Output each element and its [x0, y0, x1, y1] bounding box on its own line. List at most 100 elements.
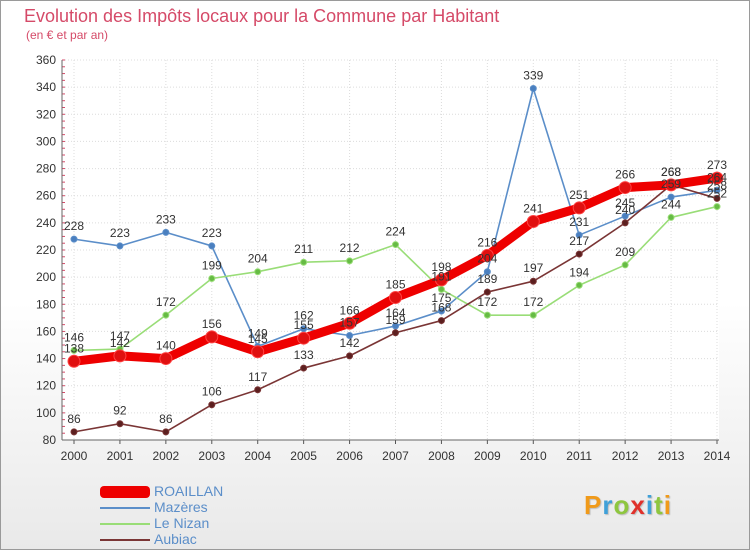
- data-label: 204: [477, 252, 497, 266]
- data-point-le-nizan: [162, 311, 170, 319]
- x-tick-label: 2007: [382, 449, 409, 463]
- data-label: 172: [156, 295, 176, 309]
- x-tick-label: 2001: [107, 449, 134, 463]
- proxiti-logo: Proxiti: [584, 490, 672, 521]
- data-label: 244: [661, 197, 681, 211]
- data-point-aubiac: [575, 250, 583, 258]
- data-label: 106: [202, 385, 222, 399]
- data-point-le-nizan: [621, 261, 629, 269]
- data-label: 259: [661, 177, 681, 191]
- data-label: 268: [661, 165, 681, 179]
- legend-swatch-le-nizan: [100, 523, 150, 525]
- data-label: 209: [615, 245, 635, 259]
- data-point-le-nizan: [483, 311, 491, 319]
- data-point-aubiac: [300, 364, 308, 372]
- data-label: 197: [523, 261, 543, 275]
- data-point-mazeres: [346, 332, 354, 339]
- data-point-roaillan: [343, 316, 357, 330]
- data-label: 223: [202, 226, 222, 240]
- data-label: 172: [523, 295, 543, 309]
- data-point-roaillan: [67, 354, 81, 368]
- data-point-roaillan: [572, 201, 586, 215]
- x-tick-label: 2008: [428, 449, 455, 463]
- chart-subtitle: (en € et par an): [26, 28, 109, 42]
- x-tick-label: 2000: [61, 449, 88, 463]
- data-point-aubiac: [529, 277, 537, 285]
- data-point-mazeres: [70, 235, 78, 243]
- data-label: 146: [64, 330, 84, 344]
- data-label: 339: [523, 69, 543, 83]
- logo-letter: t: [654, 490, 664, 520]
- legend-label: Aubiac: [154, 531, 197, 547]
- logo-letter: x: [630, 490, 646, 520]
- data-label: 157: [340, 316, 360, 330]
- data-point-mazeres: [162, 228, 170, 236]
- data-label: 86: [159, 412, 173, 426]
- y-tick-label: 80: [43, 433, 57, 447]
- data-label: 191: [431, 269, 451, 283]
- x-tick-label: 2014: [704, 449, 731, 463]
- data-point-aubiac: [162, 428, 170, 436]
- data-point-aubiac: [254, 386, 262, 394]
- data-label: 142: [110, 336, 130, 350]
- data-point-le-nizan: [667, 213, 675, 221]
- data-point-roaillan: [251, 345, 265, 359]
- data-point-le-nizan: [254, 268, 262, 276]
- legend-swatch-mazeres: [100, 507, 150, 509]
- data-label: 217: [569, 234, 589, 248]
- data-point-aubiac: [70, 428, 78, 436]
- data-label: 159: [385, 313, 405, 327]
- data-label: 245: [615, 196, 635, 210]
- x-tick-label: 2003: [198, 449, 225, 463]
- data-label: 194: [569, 265, 589, 279]
- data-point-roaillan: [664, 178, 678, 192]
- data-point-mazeres: [483, 268, 491, 276]
- data-label: 198: [431, 260, 451, 274]
- data-label: 86: [67, 412, 81, 426]
- data-label: 166: [340, 303, 360, 317]
- data-label: 273: [707, 158, 727, 172]
- data-point-mazeres: [621, 212, 629, 220]
- data-point-aubiac: [713, 194, 721, 202]
- data-point-roaillan: [389, 291, 402, 304]
- y-tick-label: 240: [36, 216, 56, 230]
- data-point-le-nizan: [529, 311, 537, 319]
- legend-label: Le Nizan: [154, 515, 210, 531]
- data-label: 168: [431, 301, 451, 315]
- x-tick-label: 2005: [290, 449, 317, 463]
- data-label: 117: [248, 370, 267, 384]
- data-label: 147: [110, 329, 130, 343]
- data-label: 199: [202, 259, 222, 273]
- data-label: 258: [707, 178, 727, 192]
- data-label: 164: [385, 306, 405, 320]
- data-label: 252: [707, 187, 727, 201]
- x-tick-label: 2013: [658, 449, 685, 463]
- logo-letter: P: [584, 490, 603, 520]
- data-point-mazeres: [208, 242, 216, 250]
- legend-label: ROAILLAN: [154, 483, 224, 499]
- data-point-roaillan: [159, 352, 173, 366]
- data-label: 185: [385, 278, 405, 292]
- data-label: 175: [431, 291, 451, 305]
- data-label: 162: [294, 309, 314, 323]
- data-label: 149: [248, 326, 268, 340]
- logo-letter: i: [663, 490, 672, 520]
- data-point-roaillan: [113, 349, 127, 363]
- y-tick-label: 200: [36, 270, 56, 284]
- data-label: 92: [113, 404, 127, 418]
- data-point-mazeres: [667, 193, 675, 201]
- x-tick-label: 2004: [244, 449, 271, 463]
- data-point-roaillan: [205, 330, 219, 344]
- data-point-aubiac: [437, 317, 445, 325]
- chart-title: Evolution des Impôts locaux pour la Comm…: [24, 6, 500, 26]
- data-label: 145: [248, 332, 268, 346]
- data-label: 140: [156, 339, 176, 353]
- logo-letter: r: [602, 490, 614, 520]
- data-label: 240: [615, 203, 635, 217]
- data-label: 251: [569, 188, 589, 202]
- data-label: 172: [477, 295, 497, 309]
- plot-area: [62, 60, 719, 440]
- legend-item-aubiac: Aubiac: [100, 531, 300, 548]
- data-label: 231: [569, 215, 589, 229]
